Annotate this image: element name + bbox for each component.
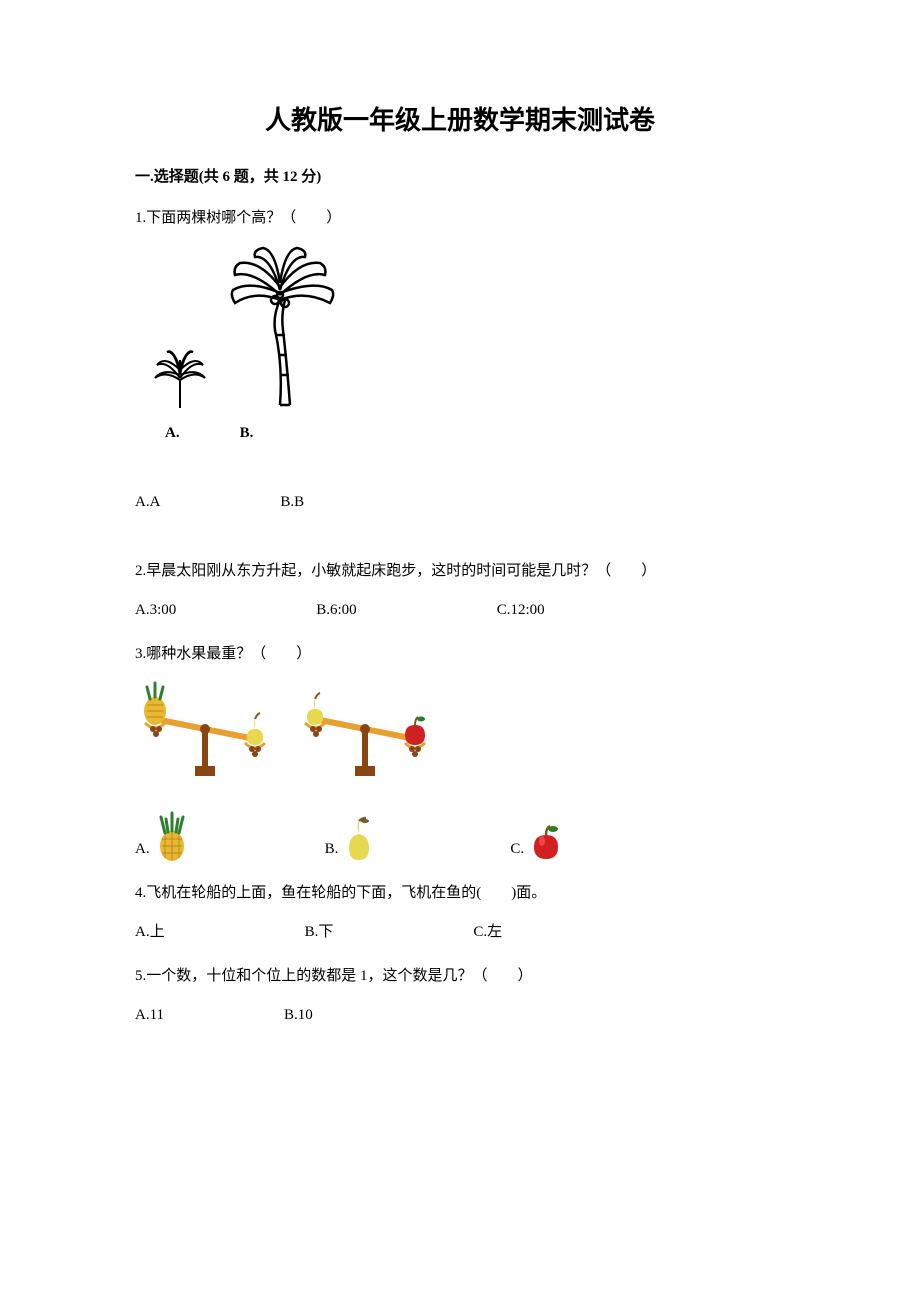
q1-option-b: B.B: [280, 490, 304, 514]
q3-text: 3.哪种水果最重？（ ）: [135, 642, 785, 666]
q4-option-c: C.左: [473, 920, 502, 944]
q2-text: 2.早晨太阳刚从东方升起，小敏就起床跑步，这时的时间可能是几时？（ ）: [135, 559, 785, 583]
q1-figure-label-b: B.: [240, 421, 254, 445]
q3-option-b-label: B.: [325, 837, 339, 861]
question-4: 4.飞机在轮船的上面，鱼在轮船的下面，飞机在鱼的( )面。 A.上 B.下 C.…: [135, 881, 785, 944]
q5-option-b: B.10: [284, 1003, 313, 1027]
question-2: 2.早晨太阳刚从东方升起，小敏就起床跑步，这时的时间可能是几时？（ ） A.3:…: [135, 559, 785, 622]
q2-option-a: A.3:00: [135, 598, 176, 622]
small-tree-icon: [145, 330, 215, 410]
big-tree-icon: [225, 245, 345, 410]
page-title: 人教版一年级上册数学期末测试卷: [135, 100, 785, 137]
q3-option-a-label: A.: [135, 837, 150, 861]
question-3: 3.哪种水果最重？（ ）: [135, 642, 785, 861]
q3-balance-figure: [135, 681, 785, 781]
q4-option-b: B.下: [305, 920, 334, 944]
q4-text: 4.飞机在轮船的上面，鱼在轮船的下面，飞机在鱼的( )面。: [135, 881, 785, 905]
q1-text: 1.下面两棵树哪个高？（ ）: [135, 206, 785, 230]
apple-icon: [529, 823, 564, 861]
question-1: 1.下面两棵树哪个高？（ ）: [135, 206, 785, 514]
section-1-header: 一.选择题(共 6 题，共 12 分): [135, 165, 785, 186]
question-5: 5.一个数，十位和个位上的数都是 1，这个数是几？（ ） A.11 B.10: [135, 964, 785, 1027]
pear-icon: [343, 816, 375, 861]
pineapple-icon: [155, 811, 190, 861]
q5-text: 5.一个数，十位和个位上的数都是 1，这个数是几？（ ）: [135, 964, 785, 988]
q4-option-a: A.上: [135, 920, 165, 944]
q3-fruit-options: A. B. C.: [135, 811, 785, 861]
q1-figure-label-a: A.: [165, 421, 180, 445]
q5-option-a: A.11: [135, 1003, 164, 1027]
balance-scale-2-icon: [295, 681, 435, 781]
balance-scale-1-icon: [135, 681, 275, 781]
q2-option-c: C.12:00: [497, 598, 545, 622]
q1-option-a: A.A: [135, 490, 160, 514]
q2-option-b: B.6:00: [316, 598, 356, 622]
q1-figure: A. B.: [135, 245, 785, 445]
q3-option-c-label: C.: [510, 837, 524, 861]
